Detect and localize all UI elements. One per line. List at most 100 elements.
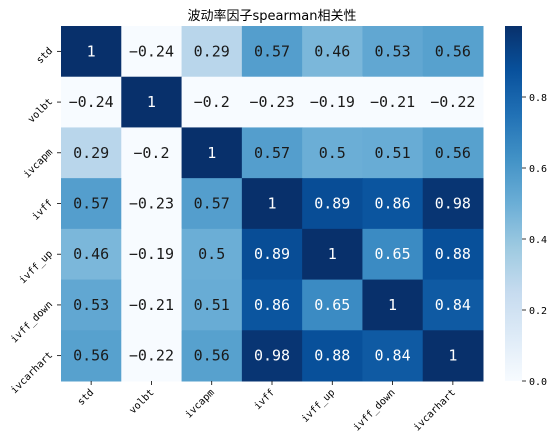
heatmap-cell bbox=[302, 127, 363, 179]
cell-value-label: 0.84 bbox=[375, 347, 411, 365]
cell-value-label: −0.22 bbox=[430, 93, 475, 111]
heatmap-cell bbox=[181, 127, 243, 179]
heatmap-cell bbox=[241, 178, 303, 230]
heatmap-cell bbox=[61, 279, 122, 331]
cell-value-label: −0.21 bbox=[370, 93, 415, 111]
cell-value-label: 0.98 bbox=[435, 195, 471, 213]
colorbar-tick-label: 0.6 bbox=[529, 164, 547, 175]
colorbar-gradient bbox=[505, 26, 522, 381]
heatmap-cell bbox=[302, 279, 363, 331]
column-tick-label: ivcarhart bbox=[412, 387, 458, 433]
cell-value-label: 1 bbox=[207, 144, 216, 162]
cell-value-label: 0.56 bbox=[73, 347, 109, 365]
cell-value-label: −0.19 bbox=[310, 93, 355, 111]
row-tick-labels: std volbt ivcapm ivff ivff_up ivff_downivcarh… bbox=[9, 46, 61, 396]
heatmap-cell bbox=[121, 330, 183, 382]
row-tick-label: ivcapm bbox=[22, 147, 55, 180]
cell-value-label: 1 bbox=[147, 93, 156, 111]
heatmap-cell bbox=[241, 228, 303, 281]
cell-value-label: −0.22 bbox=[129, 347, 174, 365]
chart-title: 波动率因子spearman相关性 bbox=[188, 8, 357, 24]
cell-value-label: 0.57 bbox=[254, 42, 290, 60]
heatmap-cell bbox=[302, 76, 363, 128]
colorbar-tick-label: 0.4 bbox=[529, 235, 547, 246]
cell-value-label: 0.86 bbox=[375, 195, 411, 213]
heatmap-cells: 1 −0.24 0.29 0.57 0.46 0.53 0.56 −0.24 1 −0.2 −0.2… bbox=[61, 26, 484, 382]
cell-value-label: −0.21 bbox=[129, 296, 174, 314]
cell-value-label: 0.89 bbox=[314, 195, 350, 213]
heatmap-cell bbox=[362, 330, 424, 382]
colorbar-tick-label: 0.0 bbox=[529, 377, 547, 388]
cell-value-label: 0.51 bbox=[375, 144, 411, 162]
cell-value-label: 0.5 bbox=[198, 245, 225, 263]
heatmap-cell bbox=[362, 279, 424, 331]
heatmap-cell bbox=[241, 76, 303, 128]
column-tick-labels: std volbt ivcapm ivff ivff_up ivff_down ivcarh… bbox=[76, 381, 458, 433]
heatmap-cell bbox=[422, 178, 484, 230]
heatmap-cell bbox=[241, 330, 303, 382]
heatmap-cell bbox=[121, 76, 183, 128]
cell-value-label: −0.2 bbox=[194, 93, 230, 111]
heatmap-cell bbox=[422, 76, 484, 128]
heatmap-cell bbox=[121, 228, 183, 281]
cell-value-label: 0.86 bbox=[254, 296, 290, 314]
heatmap-cell bbox=[302, 330, 363, 382]
heatmap-cell bbox=[181, 279, 243, 331]
heatmap-cell bbox=[181, 330, 243, 382]
heatmap-cell bbox=[61, 127, 122, 179]
heatmap-cell bbox=[121, 127, 183, 179]
row-tick-label: ivcarhart bbox=[9, 350, 55, 396]
heatmap-cell bbox=[362, 228, 424, 281]
cell-value-label: 0.29 bbox=[194, 42, 230, 60]
heatmap-cell bbox=[422, 228, 484, 281]
cell-value-label: 1 bbox=[388, 296, 397, 314]
colorbar: 0.0 0.2 0.4 0.6 0.8 bbox=[505, 26, 547, 388]
cell-value-label: 0.56 bbox=[435, 144, 471, 162]
cell-value-label: 0.53 bbox=[73, 296, 109, 314]
cell-value-label: 1 bbox=[328, 245, 337, 263]
row-tick-label: ivff_up bbox=[18, 249, 56, 287]
column-tick-label: volbt bbox=[127, 387, 156, 416]
cell-value-label: 0.5 bbox=[319, 144, 346, 162]
heatmap-cell bbox=[302, 228, 363, 281]
heatmap-cell bbox=[121, 26, 183, 78]
colorbar-tick-label: 0.8 bbox=[529, 93, 547, 104]
cell-value-label: 0.65 bbox=[314, 296, 350, 314]
heatmap-cell bbox=[61, 76, 122, 128]
heatmap-cell bbox=[241, 26, 303, 78]
heatmap-cell bbox=[302, 178, 363, 230]
cell-value-label: 0.46 bbox=[73, 245, 109, 263]
cell-value-label: 1 bbox=[87, 42, 96, 60]
cell-value-label: 1 bbox=[267, 195, 276, 213]
cell-value-label: 0.57 bbox=[73, 195, 109, 213]
cell-value-label: 0.89 bbox=[254, 245, 290, 263]
heatmap-cell bbox=[181, 76, 243, 128]
heatmap-cell bbox=[362, 178, 424, 230]
cell-value-label: −0.23 bbox=[249, 93, 294, 111]
cell-value-label: 0.88 bbox=[435, 245, 471, 263]
cell-value-label: −0.2 bbox=[133, 144, 169, 162]
cell-value-label: 0.56 bbox=[194, 347, 230, 365]
cell-value-label: 0.29 bbox=[73, 144, 109, 162]
heatmap-cell bbox=[302, 26, 363, 78]
cell-value-label: −0.24 bbox=[129, 42, 174, 60]
heatmap-cell bbox=[121, 279, 183, 331]
cell-value-label: 1 bbox=[448, 347, 457, 365]
row-tick-label: ivff bbox=[30, 198, 55, 223]
cell-value-label: 0.84 bbox=[435, 296, 471, 314]
column-tick-label: std bbox=[76, 387, 97, 408]
row-tick-label: std bbox=[35, 46, 56, 67]
heatmap-cell bbox=[61, 228, 122, 281]
heatmap-cell bbox=[241, 279, 303, 331]
column-tick-label: ivff_down bbox=[352, 387, 398, 433]
column-tick-label: ivff bbox=[252, 387, 277, 412]
heatmap-cell bbox=[181, 178, 243, 230]
column-tick-label: ivff_up bbox=[300, 387, 338, 425]
cell-value-label: 0.65 bbox=[375, 245, 411, 263]
heatmap-cell bbox=[181, 228, 243, 281]
column-tick-label: ivcapm bbox=[184, 387, 217, 420]
heatmap-cell bbox=[362, 127, 424, 179]
heatmap-cell bbox=[362, 76, 424, 128]
heatmap-cell bbox=[61, 26, 122, 78]
